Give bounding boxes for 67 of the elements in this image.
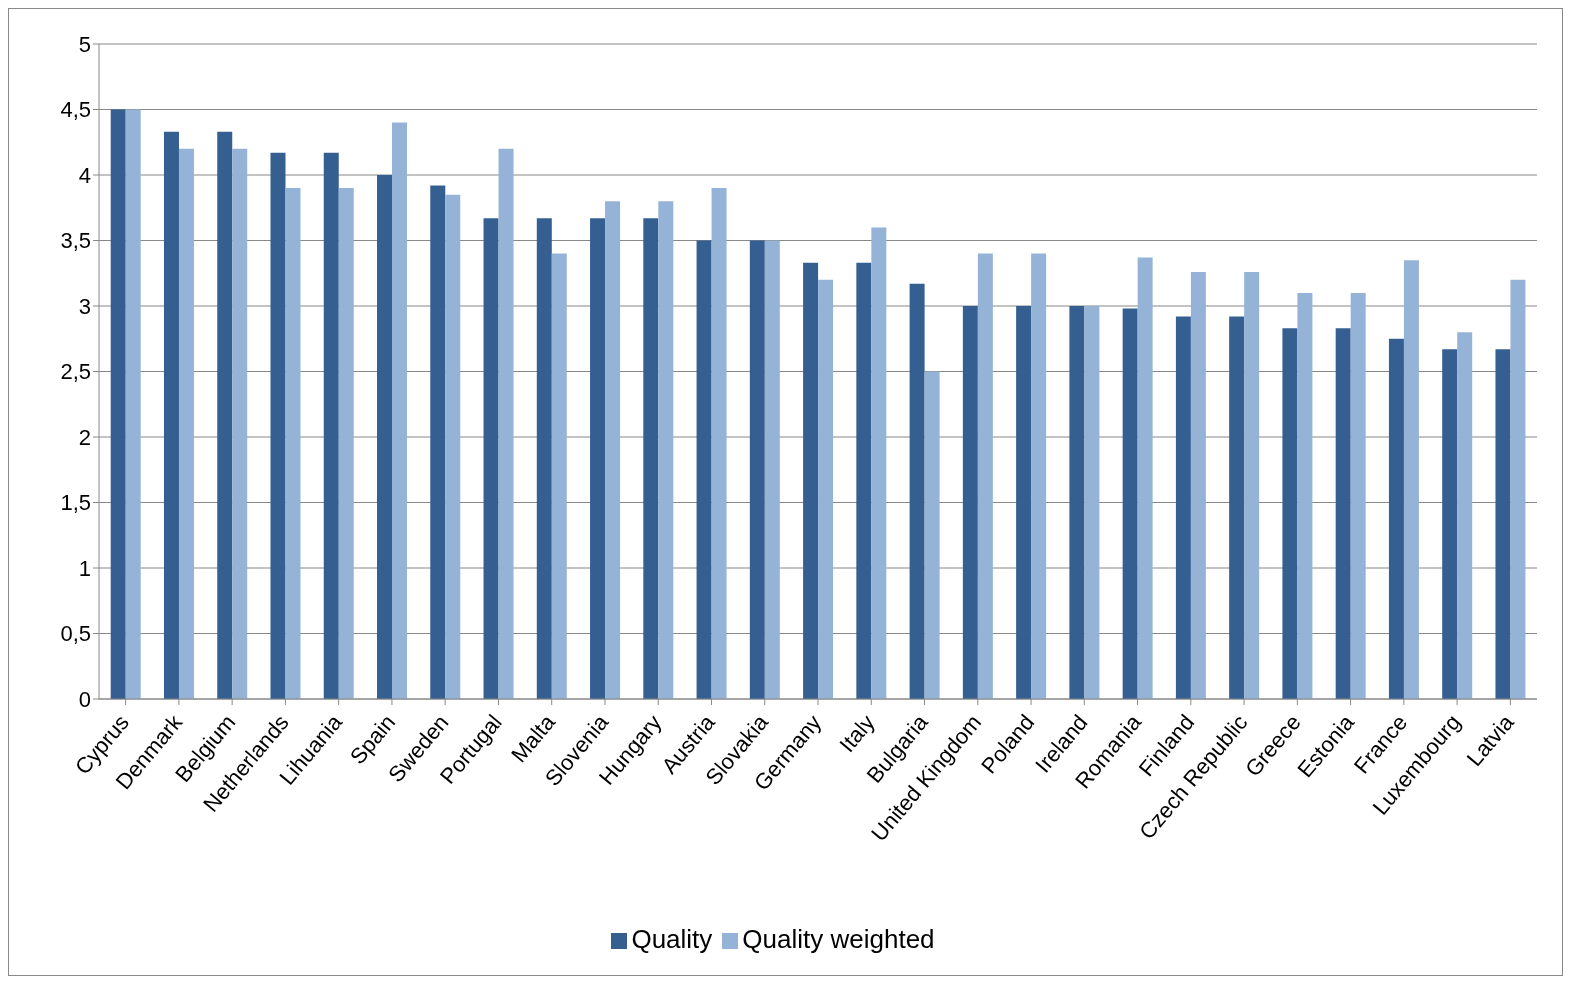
bar: [1442, 349, 1458, 699]
bar: [711, 188, 727, 699]
bar: [1297, 292, 1313, 699]
bar: [1388, 338, 1404, 699]
y-tick-label: 0,5: [60, 621, 91, 647]
bar: [871, 227, 887, 699]
bar: [125, 109, 141, 699]
bar: [430, 185, 446, 699]
y-tick-label: 3,5: [60, 228, 91, 254]
bar: [590, 218, 606, 699]
bar: [445, 194, 461, 699]
bar: [1016, 306, 1032, 699]
bar: [1137, 257, 1153, 699]
bar: [1403, 260, 1419, 699]
bar: [977, 253, 993, 699]
bar: [962, 306, 978, 699]
bar: [163, 131, 179, 699]
bar: [1175, 316, 1191, 699]
bar: [217, 131, 233, 699]
y-tick-label: 1,5: [60, 490, 91, 516]
bar: [696, 240, 712, 699]
bar: [1457, 332, 1473, 699]
bar: [498, 148, 514, 699]
bar: [1495, 349, 1511, 699]
bar: [323, 152, 339, 699]
legend-label: Quality: [631, 924, 713, 954]
bar: [803, 262, 819, 699]
bar: [909, 283, 925, 699]
bar: [178, 148, 194, 699]
bar: [1244, 271, 1260, 699]
bar: [764, 240, 780, 699]
bar: [536, 218, 552, 699]
bar: [1510, 279, 1526, 699]
bar: [1282, 328, 1298, 699]
bar: [1122, 308, 1138, 699]
bar: [749, 240, 765, 699]
y-tick-label: 3: [78, 293, 91, 319]
bar: [605, 201, 621, 699]
bar: [658, 201, 674, 699]
bar: [1350, 292, 1366, 699]
y-tick-label: 2,5: [60, 359, 91, 385]
y-tick-label: 2: [78, 424, 91, 450]
y-tick-label: 0: [78, 686, 91, 712]
y-tick-label: 4,5: [60, 97, 91, 123]
bar: [377, 175, 393, 699]
bar: [1229, 316, 1245, 699]
bar: [232, 148, 248, 699]
legend-label: Quality weighted: [742, 924, 935, 954]
y-tick-label: 5: [78, 31, 91, 57]
bar: [270, 152, 286, 699]
bar: [1031, 253, 1047, 699]
bar: [483, 218, 499, 699]
bar: [392, 122, 408, 699]
bar: [924, 371, 940, 699]
y-tick-label: 4: [78, 162, 91, 188]
bar: [818, 279, 834, 699]
bar: [1069, 306, 1085, 699]
bar: [1190, 271, 1206, 699]
bar: [856, 262, 872, 699]
y-tick-label: 1: [78, 555, 91, 581]
bar: [1084, 306, 1100, 699]
bar: [551, 253, 567, 699]
bar: [285, 188, 301, 699]
bar: [643, 218, 659, 699]
bar: [1335, 328, 1351, 699]
bar: [110, 109, 126, 699]
bar: [338, 188, 354, 699]
